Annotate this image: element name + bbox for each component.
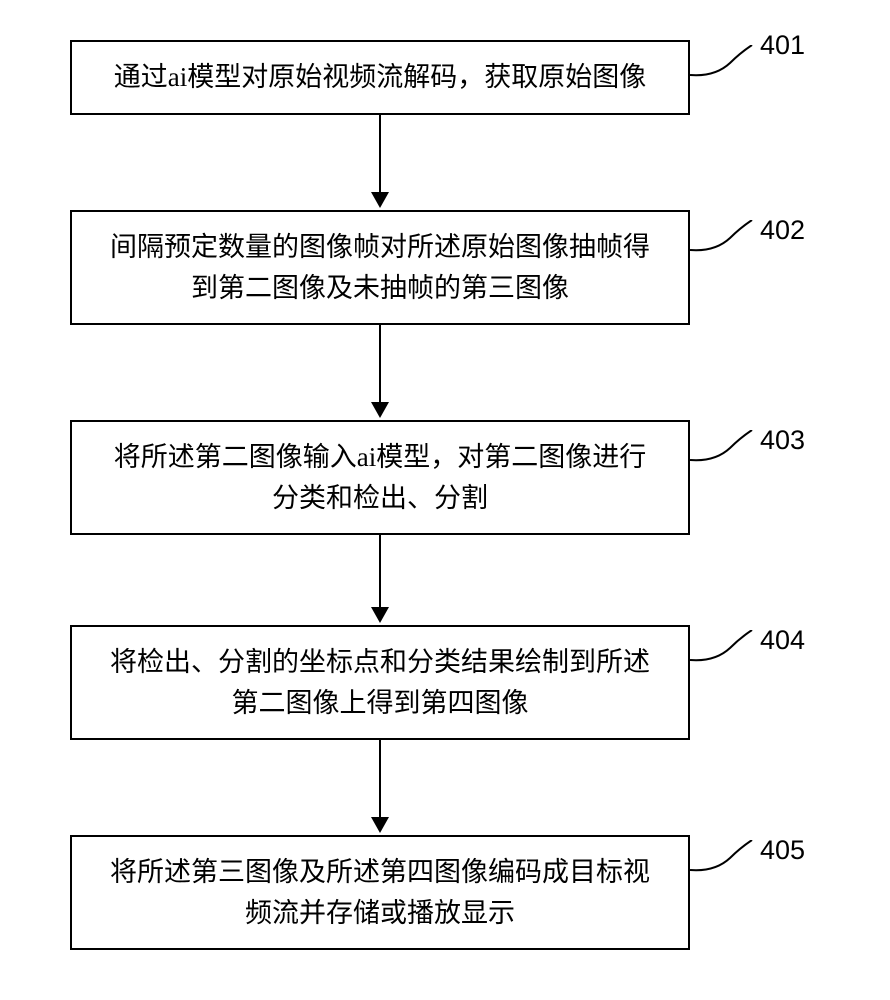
step-4-connector (690, 630, 755, 665)
step-3-connector (690, 430, 755, 465)
flowchart-step-5: 将所述第三图像及所述第四图像编码成目标视频流并存储或播放显示 (70, 835, 690, 950)
step-3-label: 403 (760, 425, 805, 456)
step-2-connector (690, 220, 755, 255)
step-2-text: 间隔预定数量的图像帧对所述原始图像抽帧得到第二图像及未抽帧的第三图像 (102, 227, 658, 308)
flowchart-container: 通过ai模型对原始视频流解码，获取原始图像 401 间隔预定数量的图像帧对所述原… (0, 0, 890, 1000)
step-2-label: 402 (760, 215, 805, 246)
flowchart-step-2: 间隔预定数量的图像帧对所述原始图像抽帧得到第二图像及未抽帧的第三图像 (70, 210, 690, 325)
step-1-connector (690, 45, 755, 80)
step-5-text: 将所述第三图像及所述第四图像编码成目标视频流并存储或播放显示 (102, 852, 658, 933)
step-3-text: 将所述第二图像输入ai模型，对第二图像进行分类和检出、分割 (102, 437, 658, 518)
flowchart-step-1: 通过ai模型对原始视频流解码，获取原始图像 (70, 40, 690, 115)
step-4-label: 404 (760, 625, 805, 656)
flowchart-step-3: 将所述第二图像输入ai模型，对第二图像进行分类和检出、分割 (70, 420, 690, 535)
step-1-text: 通过ai模型对原始视频流解码，获取原始图像 (114, 57, 647, 98)
arrow-2-3 (371, 325, 389, 418)
flowchart-step-4: 将检出、分割的坐标点和分类结果绘制到所述第二图像上得到第四图像 (70, 625, 690, 740)
step-5-connector (690, 840, 755, 875)
step-1-label: 401 (760, 30, 805, 61)
step-5-label: 405 (760, 835, 805, 866)
arrow-3-4 (371, 535, 389, 623)
arrow-1-2 (371, 115, 389, 208)
arrow-4-5 (371, 740, 389, 833)
step-4-text: 将检出、分割的坐标点和分类结果绘制到所述第二图像上得到第四图像 (102, 642, 658, 723)
